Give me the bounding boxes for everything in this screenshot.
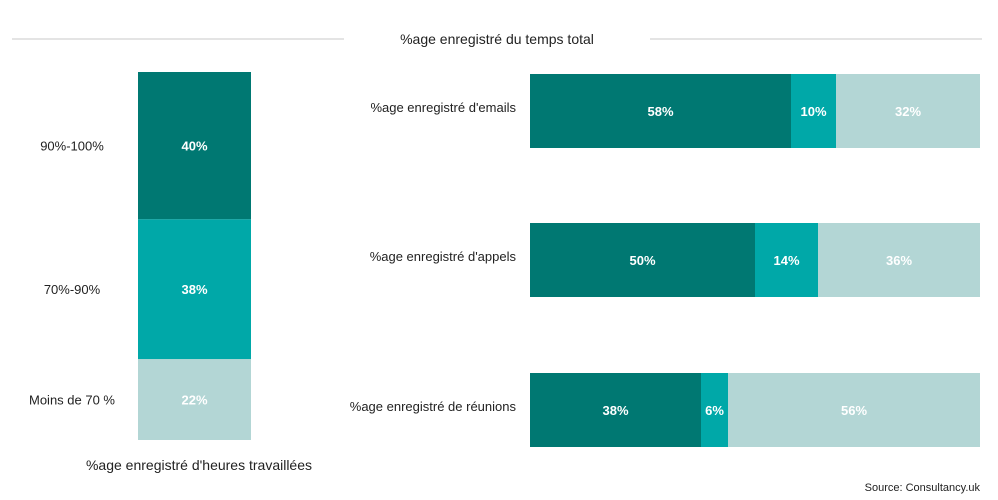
right-bar-segment <box>818 223 980 297</box>
left-bar-value-label: 22% <box>181 393 207 408</box>
left-bar-value-label: 38% <box>181 282 207 297</box>
right-category-label: %age enregistré de réunions <box>350 399 517 414</box>
right-category-label: %age enregistré d'appels <box>370 249 517 264</box>
right-bar-segment <box>791 74 836 148</box>
right-bar-value-label: 50% <box>629 253 655 268</box>
right-bar-value-label: 58% <box>647 104 673 119</box>
left-category-label: 90%-100% <box>40 139 104 154</box>
right-chart-title: %age enregistré du temps total <box>400 31 594 47</box>
right-bar-segment <box>530 373 701 447</box>
right-bar-segment <box>530 223 755 297</box>
left-stacked-bar: 22% Moins de 70 % 38% 70%-90% 40% 90%-100% <box>29 72 251 440</box>
right-bar-segment <box>755 223 818 297</box>
right-bar-value-label: 6% <box>705 403 724 418</box>
left-chart-xlabel: %age enregistré d'heures travaillées <box>86 457 312 473</box>
right-bar-segment <box>836 74 980 148</box>
right-bar-value-label: 10% <box>800 104 826 119</box>
source-note: Source: Consultancy.uk <box>864 482 980 494</box>
right-bar-segment <box>530 74 791 148</box>
right-stacked-bars: 58% 10% 32% %age enregistré d'emails 50% 14% 3… <box>350 74 980 447</box>
right-bar-value-label: 38% <box>602 403 628 418</box>
right-bar-segment <box>701 373 728 447</box>
right-bar-value-label: 56% <box>841 403 867 418</box>
right-bar-value-label: 32% <box>895 104 921 119</box>
left-bar-value-label: 40% <box>181 139 207 154</box>
right-bar-segment <box>728 373 980 447</box>
left-bar-segment <box>138 219 251 360</box>
left-category-label: 70%-90% <box>44 282 101 297</box>
left-bar-segment <box>138 359 251 440</box>
right-bar-value-label: 36% <box>886 253 912 268</box>
right-category-label: %age enregistré d'emails <box>370 100 516 115</box>
left-bar-segment <box>138 72 251 220</box>
left-category-label: Moins de 70 % <box>29 393 115 408</box>
right-bar-value-label: 14% <box>773 253 799 268</box>
